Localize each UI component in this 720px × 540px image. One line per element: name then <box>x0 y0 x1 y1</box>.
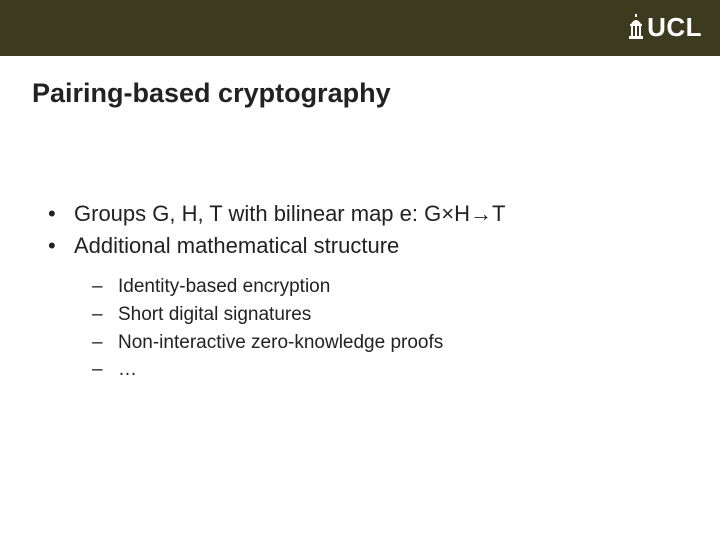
bullet-text: Short digital signatures <box>118 302 311 328</box>
ucl-logo: UCL <box>629 12 702 43</box>
logo-text: UCL <box>647 12 702 43</box>
list-item: • Additional mathematical structure <box>48 231 720 261</box>
list-item: • Groups G, H, T with bilinear map e: G×… <box>48 199 720 229</box>
bullet-dot-icon: • <box>48 199 74 229</box>
page-title: Pairing-based cryptography <box>32 78 720 109</box>
bullet-text: Identity-based encryption <box>118 274 330 300</box>
list-item: – … <box>92 357 720 383</box>
sub-list: – Identity-based encryption – Short digi… <box>92 274 720 383</box>
bullet-text: … <box>118 357 137 383</box>
list-item: – Short digital signatures <box>92 302 720 328</box>
dome-icon <box>629 14 643 42</box>
bullet-text: Groups G, H, T with bilinear map e: G×H→… <box>74 199 505 229</box>
bullet-text: Non-interactive zero-knowledge proofs <box>118 330 443 356</box>
list-item: – Identity-based encryption <box>92 274 720 300</box>
list-item: – Non-interactive zero-knowledge proofs <box>92 330 720 356</box>
bullet-dash-icon: – <box>92 357 118 383</box>
header-bar: UCL <box>0 0 720 56</box>
bullet-text: Additional mathematical structure <box>74 231 399 261</box>
bullet-dot-icon: • <box>48 231 74 261</box>
bullet-dash-icon: – <box>92 302 118 328</box>
content-area: • Groups G, H, T with bilinear map e: G×… <box>48 199 720 383</box>
bullet-dash-icon: – <box>92 274 118 300</box>
bullet-dash-icon: – <box>92 330 118 356</box>
